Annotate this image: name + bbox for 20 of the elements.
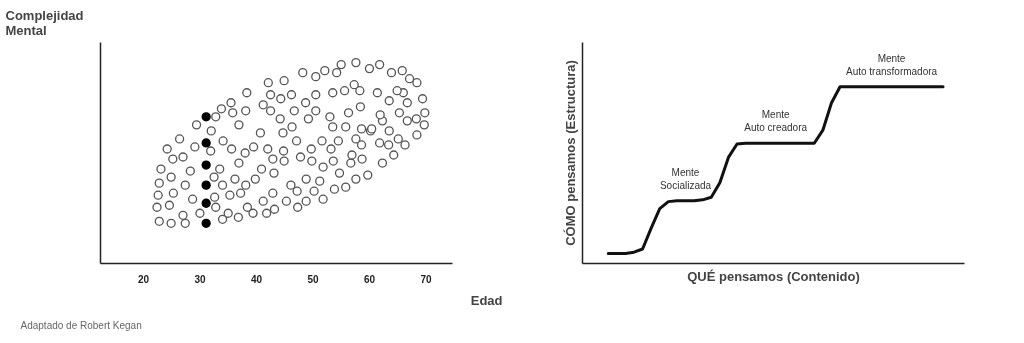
annotation: Mente Auto creadora [744,109,808,134]
y-axis-title: Complejidad Mental [5,7,84,38]
point [201,180,211,190]
x-tick-label: 40 [250,273,263,285]
point [201,112,211,122]
x-tick-label: 60 [363,273,376,285]
y-axis-title: CÓMO pensamos (Estructura) [562,60,578,246]
x-tick-label: 50 [307,273,319,285]
annotation: Mente Auto transformadora [845,52,938,77]
annotation: Mente Socializada [659,166,712,191]
x-tick-label: 30 [194,273,206,285]
text: Adaptado de Robert Kegan [20,319,142,331]
x-axis-title: QUÉ pensamos (Contenido) [687,268,860,284]
point [201,218,211,228]
x-axis-title: Edad [470,292,503,308]
x-tick-label: 70 [420,273,432,285]
point [201,198,211,208]
point [201,138,211,148]
x-tick-label: 20 [137,273,150,285]
point [201,160,211,170]
